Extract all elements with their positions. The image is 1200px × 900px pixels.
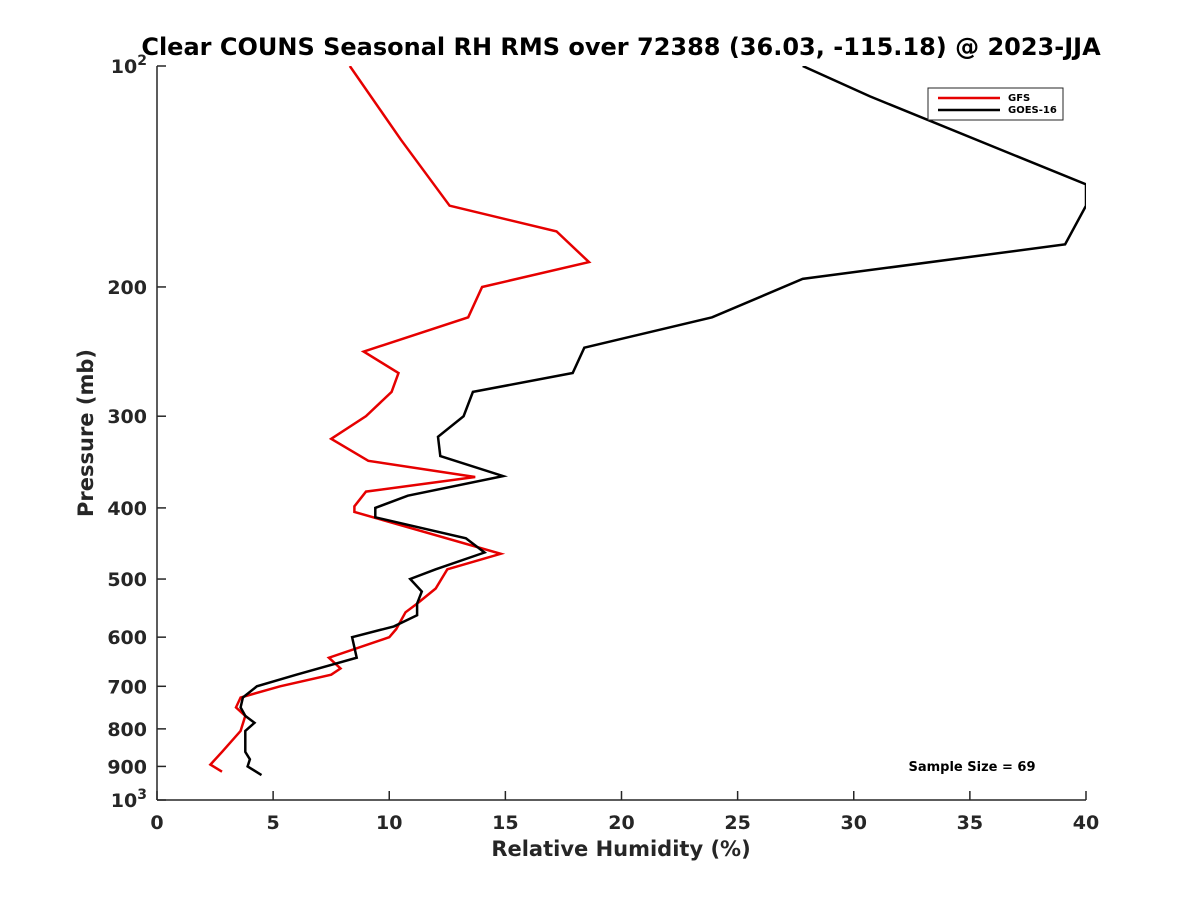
- y-tick-label-power: 102: [111, 53, 147, 78]
- legend: GFS GOES-16: [927, 87, 1064, 121]
- y-tick-label-power: 103: [111, 787, 147, 812]
- x-tick-label: 30: [841, 812, 867, 834]
- x-tick-label: 40: [1073, 812, 1099, 834]
- x-tick-label: 35: [957, 812, 983, 834]
- y-ticks: 200 300 400 500 600 700 800 900 102 103: [107, 53, 166, 812]
- x-tick-label: 15: [492, 812, 518, 834]
- plot-area: [156, 66, 1086, 801]
- series-line-goes16: [239, 66, 1086, 777]
- x-tick-label: 25: [724, 812, 750, 834]
- y-tick-label: 400: [107, 498, 147, 520]
- sample-size-annotation: Sample Size = 69: [908, 760, 1035, 775]
- legend-label-goes16: GOES-16: [1008, 105, 1057, 116]
- x-tick-label: 10: [376, 812, 402, 834]
- chart-title: Clear COUNS Seasonal RH RMS over 72388 (…: [141, 33, 1101, 61]
- y-tick-label: 900: [107, 756, 147, 778]
- y-tick-label: 800: [107, 719, 147, 741]
- y-tick-label: 300: [107, 406, 147, 428]
- legend-label-gfs: GFS: [1008, 93, 1030, 104]
- y-tick-label: 500: [107, 569, 147, 591]
- legend-box: [927, 87, 1064, 121]
- series-line-gfs: [208, 66, 592, 773]
- x-axis-label: Relative Humidity (%): [491, 837, 750, 861]
- y-tick-label: 600: [107, 627, 147, 649]
- x-tick-label: 0: [150, 812, 163, 834]
- y-axis-label: Pressure (mb): [74, 349, 98, 517]
- series-layer: [208, 66, 1086, 777]
- x-ticks: 0 5 10 15 20 25 30 35 40: [150, 791, 1099, 834]
- x-tick-label: 20: [608, 812, 634, 834]
- y-tick-label: 700: [107, 676, 147, 698]
- x-tick-label: 5: [267, 812, 280, 834]
- y-tick-label: 200: [107, 277, 147, 299]
